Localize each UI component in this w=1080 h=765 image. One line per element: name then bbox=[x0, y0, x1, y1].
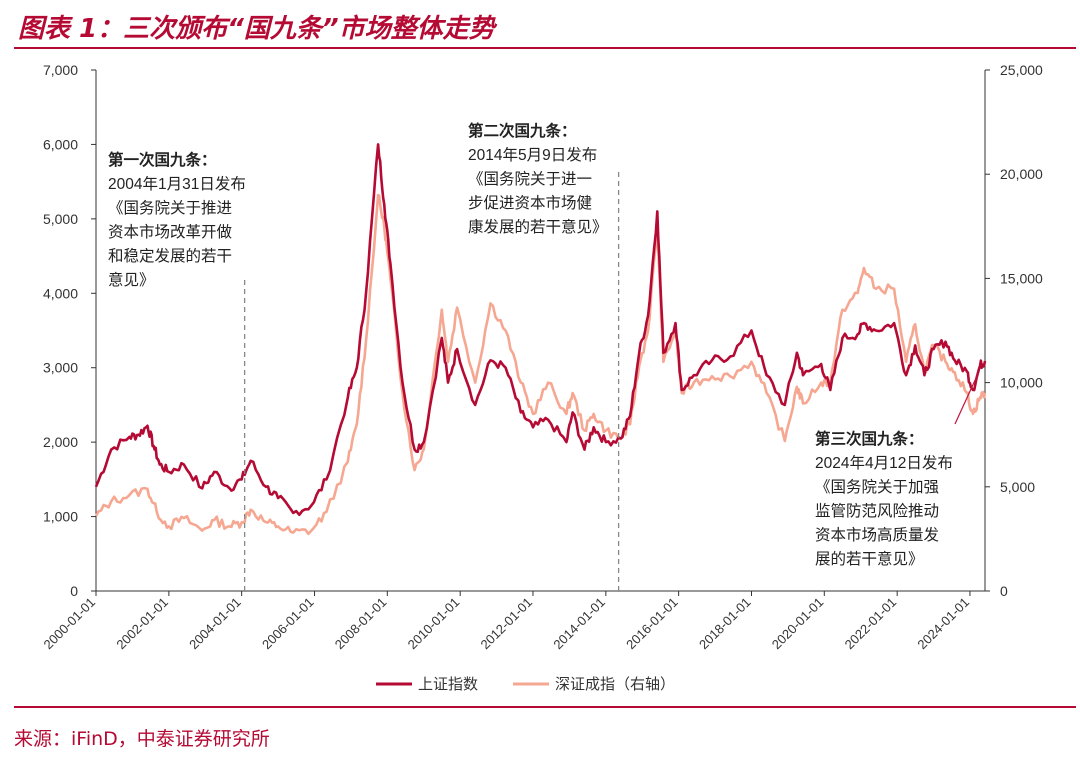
annotation-1-line-3: 《国务院关于推进 bbox=[108, 198, 232, 217]
left-y-tick-label: 2,000 bbox=[43, 434, 78, 450]
annotation-1-line-2: 2004年1月31日发布 bbox=[108, 175, 246, 193]
right-y-tick-label: 25,000 bbox=[1000, 62, 1043, 78]
annotation-layer: 第一次国九条： 2004年1月31日发布《国务院关于推进资本市场改革开做和稳定发展… bbox=[108, 121, 979, 591]
x-tick-label: 2008-01-01 bbox=[332, 595, 390, 653]
bottom-divider bbox=[14, 706, 1076, 708]
right-y-tick-label: 15,000 bbox=[1000, 270, 1043, 286]
annotation-1-line-5: 和稳定发展的若干 bbox=[108, 247, 232, 265]
right-y-tick-label: 0 bbox=[1000, 583, 1008, 599]
annotation-3-line-3: 《国务院关于加强 bbox=[815, 477, 939, 496]
x-tick-label: 2010-01-01 bbox=[405, 595, 463, 653]
annotation-3-line-4: 监管防范风险推动 bbox=[815, 502, 939, 520]
annotation-1-line-1: 第一次国九条： bbox=[108, 150, 217, 169]
x-tick-label: 2020-01-01 bbox=[769, 595, 827, 653]
x-tick-label: 2004-01-01 bbox=[186, 595, 244, 653]
left-y-tick-label: 4,000 bbox=[43, 285, 78, 301]
legend-label-shenzhen: 深证成指（右轴） bbox=[555, 676, 675, 693]
annotation-3-line-5: 资本市场高质量发 bbox=[815, 526, 939, 544]
x-tick-label: 2006-01-01 bbox=[259, 595, 317, 653]
left-y-tick-label: 3,000 bbox=[43, 360, 78, 376]
annotation-1-line-6: 意见》 bbox=[108, 270, 155, 289]
right-y-tick-label: 10,000 bbox=[1000, 375, 1043, 391]
annotation-2-line-1: 第二次国九条： bbox=[468, 121, 577, 140]
x-tick-label: 2014-01-01 bbox=[550, 595, 608, 653]
x-tick-label: 2024-01-01 bbox=[914, 595, 972, 653]
series-line-shenzhen bbox=[94, 193, 987, 536]
annotation-1-line-4: 资本市场改革开做 bbox=[108, 223, 233, 241]
left-y-tick-label: 0 bbox=[70, 583, 78, 599]
right-y-tick-label: 20,000 bbox=[1000, 166, 1043, 182]
annotation-2-line-4: 步促进资本市场健 bbox=[468, 194, 592, 212]
right-y-tick-label: 5,000 bbox=[1000, 479, 1035, 495]
x-tick-label: 2018-01-01 bbox=[696, 595, 754, 653]
annotation-3-line-6: 展的若干意见》 bbox=[815, 549, 924, 568]
annotation-3-pointer bbox=[954, 373, 979, 425]
left-y-tick-label: 1,000 bbox=[43, 509, 78, 525]
annotation-2-line-2: 2014年5月9日发布 bbox=[468, 146, 597, 164]
x-tick-label: 2002-01-01 bbox=[113, 595, 171, 653]
title-bar: 图表 1：三次颁布“国九条”市场整体走势 bbox=[0, 0, 1080, 52]
chart-title: 图表 1：三次颁布“国九条”市场整体走势 bbox=[18, 14, 495, 44]
annotation-3-line-1: 第三次国九条： bbox=[815, 429, 924, 448]
left-y-tick-label: 6,000 bbox=[43, 136, 78, 152]
title-divider bbox=[14, 47, 1076, 49]
x-tick-label: 2000-01-01 bbox=[40, 595, 98, 653]
chart-legend: 上证指数 深证成指（右轴） bbox=[376, 676, 675, 693]
legend-label-shanghai: 上证指数 bbox=[418, 676, 478, 693]
line-chart: 0 1,000 2,000 3,000 4,000 5,000 6,000 7,000 0 5,0… bbox=[40, 62, 1043, 693]
series-layer bbox=[94, 143, 987, 536]
annotation-2-line-3: 《国务院关于进一 bbox=[468, 169, 592, 188]
annotation-3-line-2: 2024年4月12日发布 bbox=[815, 454, 953, 472]
x-tick-label: 2012-01-01 bbox=[477, 595, 535, 653]
left-y-tick-label: 7,000 bbox=[43, 62, 78, 78]
x-tick-label: 2016-01-01 bbox=[623, 595, 681, 653]
series-line-shanghai bbox=[94, 143, 987, 517]
source-note: 来源：iFinD，中泰证券研究所 bbox=[14, 728, 270, 750]
left-y-tick-label: 5,000 bbox=[43, 211, 78, 227]
annotation-2-line-5: 康发展的若干意见》 bbox=[468, 217, 608, 236]
x-tick-label: 2022-01-01 bbox=[842, 595, 900, 653]
